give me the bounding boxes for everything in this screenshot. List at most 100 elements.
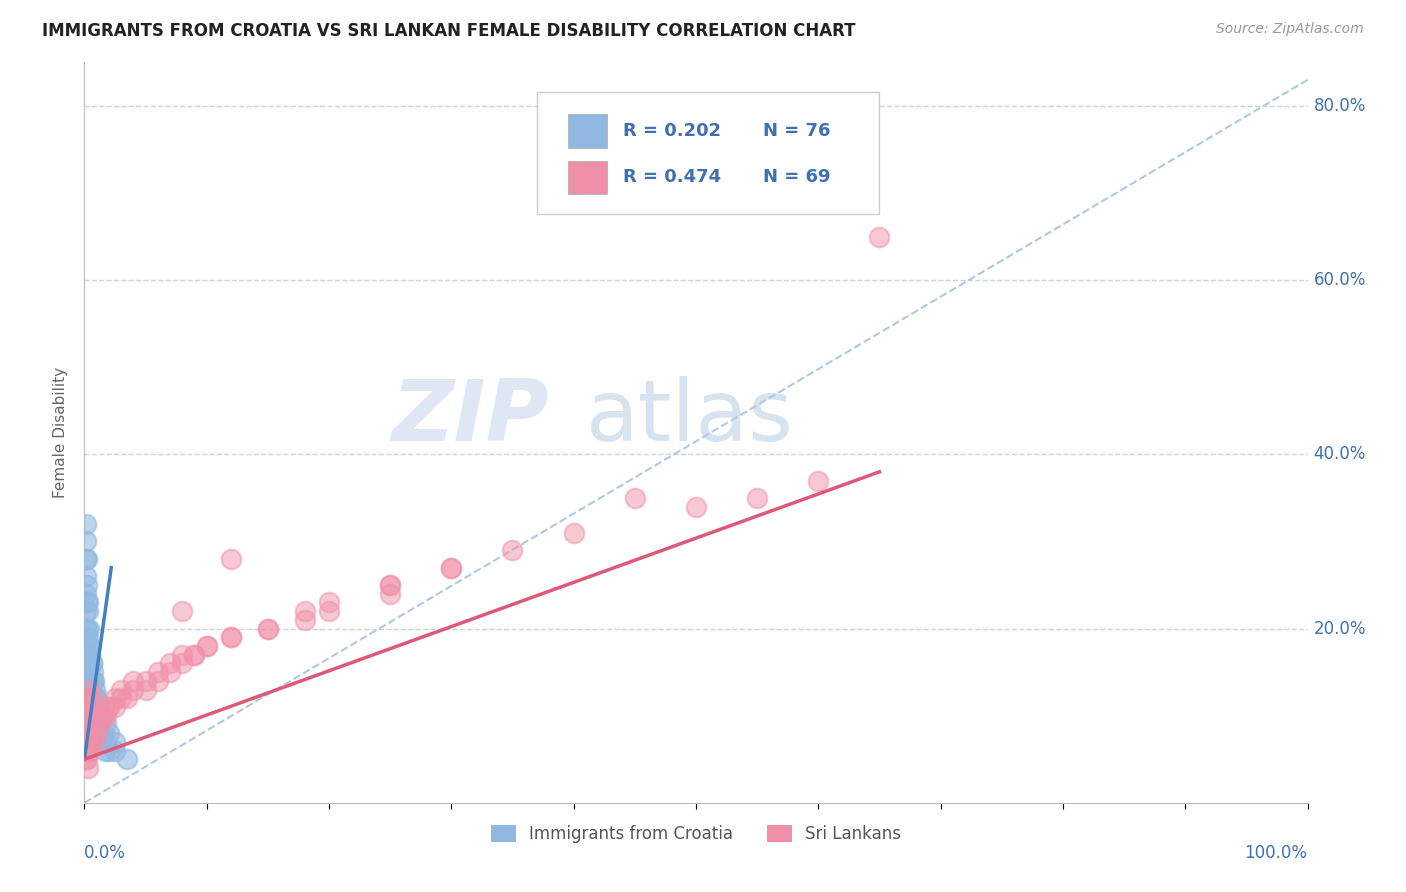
Point (159, 657, 181, 671)
Point (80, 657, 103, 671)
Point (97, 700, 120, 714)
Point (83, 726, 105, 740)
Point (75, 622, 97, 636)
Point (104, 700, 127, 714)
Point (294, 613, 316, 627)
Point (76, 717, 98, 731)
Point (86, 691, 108, 706)
Point (82, 673, 104, 688)
Point (318, 604, 340, 618)
Point (75, 665, 97, 680)
Point (183, 648, 205, 662)
Point (80, 657, 103, 671)
Bar (568, 161, 606, 194)
Point (76, 735, 98, 749)
Text: 80.0%: 80.0% (1313, 97, 1367, 115)
Point (87, 700, 110, 714)
Point (502, 543, 524, 558)
Point (115, 691, 138, 706)
Text: R = 0.474: R = 0.474 (623, 169, 721, 186)
Point (83, 735, 105, 749)
Bar (568, 114, 606, 147)
Point (318, 595, 340, 609)
Point (80, 717, 103, 731)
Point (91, 708, 114, 723)
Point (76, 735, 98, 749)
Point (685, 500, 707, 514)
Point (219, 630, 242, 644)
Text: 60.0%: 60.0% (1313, 271, 1367, 289)
FancyBboxPatch shape (537, 92, 880, 214)
Point (380, 587, 402, 601)
Text: 20.0%: 20.0% (1313, 620, 1367, 638)
Y-axis label: Female Disability: Female Disability (53, 367, 69, 499)
Text: N = 69: N = 69 (763, 169, 831, 186)
Text: 40.0%: 40.0% (1313, 445, 1367, 464)
Point (440, 560, 463, 574)
Point (79, 743, 101, 757)
Point (77, 735, 100, 749)
Point (440, 560, 463, 574)
Point (76, 691, 98, 706)
Point (89, 735, 111, 749)
Point (76, 552, 98, 566)
Point (77, 630, 100, 644)
Point (97, 700, 120, 714)
Point (76, 700, 98, 714)
Point (79, 726, 101, 740)
Point (91, 735, 114, 749)
Point (77, 726, 100, 740)
Point (87, 717, 110, 731)
Point (96, 717, 118, 731)
Point (86, 735, 108, 749)
Text: atlas: atlas (586, 376, 794, 459)
Point (77, 604, 100, 618)
Point (87, 735, 110, 749)
Legend: Immigrants from Croatia, Sri Lankans: Immigrants from Croatia, Sri Lankans (484, 819, 908, 850)
Text: 100.0%: 100.0% (1244, 844, 1308, 862)
Point (159, 665, 181, 680)
Point (83, 700, 105, 714)
Point (562, 525, 585, 540)
Text: N = 76: N = 76 (763, 121, 831, 139)
Point (84, 682, 107, 697)
Point (75, 717, 97, 731)
Point (75, 569, 97, 583)
Point (75, 743, 97, 757)
Text: IMMIGRANTS FROM CROATIA VS SRI LANKAN FEMALE DISABILITY CORRELATION CHART: IMMIGRANTS FROM CROATIA VS SRI LANKAN FE… (42, 22, 856, 40)
Point (80, 691, 103, 706)
Point (76, 752, 98, 766)
Point (195, 639, 218, 653)
Point (86, 708, 108, 723)
Point (84, 735, 107, 749)
Point (91, 708, 114, 723)
Point (146, 673, 169, 688)
Point (79, 708, 101, 723)
Point (172, 657, 194, 671)
Point (96, 708, 118, 723)
Point (380, 578, 402, 592)
Point (77, 761, 100, 775)
Text: R = 0.202: R = 0.202 (623, 121, 721, 139)
Point (257, 622, 280, 636)
Point (82, 665, 104, 680)
Point (76, 726, 98, 740)
Point (76, 673, 98, 688)
Point (110, 691, 132, 706)
Point (77, 717, 100, 731)
Point (75, 752, 97, 766)
Point (76, 691, 98, 706)
Point (75, 726, 97, 740)
Point (104, 743, 127, 757)
Point (77, 717, 100, 731)
Point (380, 578, 402, 592)
Point (75, 673, 97, 688)
Point (172, 648, 194, 662)
Point (76, 578, 98, 592)
Point (91, 708, 114, 723)
Point (77, 691, 100, 706)
Point (75, 639, 97, 653)
Point (79, 708, 101, 723)
Point (624, 491, 647, 505)
Point (82, 726, 104, 740)
